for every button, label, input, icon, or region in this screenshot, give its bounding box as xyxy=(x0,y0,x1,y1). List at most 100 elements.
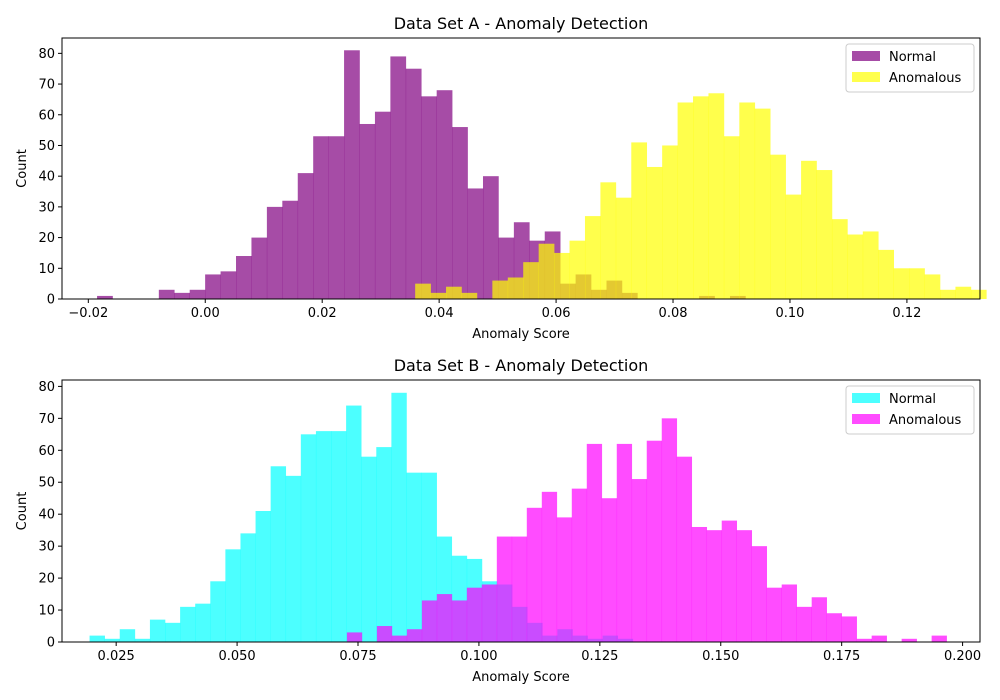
histogram-bar xyxy=(104,638,121,642)
histogram-bar xyxy=(97,295,113,299)
x-tick-label: 0.08 xyxy=(659,306,688,321)
histogram-bar xyxy=(421,600,438,642)
histogram-bar xyxy=(831,219,848,299)
histogram-bar xyxy=(315,431,332,642)
histogram-bar xyxy=(496,536,513,642)
chart-title: Data Set B - Anomaly Detection xyxy=(394,356,649,375)
legend-label: Anomalous xyxy=(889,413,962,428)
histogram-bar xyxy=(781,584,797,642)
y-tick-label: 80 xyxy=(38,47,55,62)
y-tick-label: 10 xyxy=(38,262,55,277)
histogram-bar xyxy=(436,594,453,642)
histogram-bar xyxy=(89,635,105,642)
histogram-bar xyxy=(811,597,827,642)
y-tick-label: 60 xyxy=(38,108,55,123)
series-normal-bars xyxy=(89,392,634,642)
y-tick-label: 80 xyxy=(38,380,55,395)
histogram-bar xyxy=(541,491,558,642)
histogram-bar xyxy=(554,252,570,299)
y-tick-label: 20 xyxy=(38,231,55,246)
histogram-bar xyxy=(600,182,617,299)
histogram-bar xyxy=(328,136,345,299)
legend: Normal Anomalous xyxy=(845,43,975,93)
histogram-bar xyxy=(430,292,447,299)
x-tick-label: 0.025 xyxy=(98,649,135,664)
histogram-bar xyxy=(452,127,468,299)
histogram-bar xyxy=(451,600,468,642)
histogram-bar xyxy=(801,160,817,299)
legend-label: Normal xyxy=(889,392,936,407)
histogram-bar xyxy=(893,268,910,299)
histogram-bar xyxy=(415,283,431,299)
histogram-bar xyxy=(220,271,237,299)
y-tick-label: 30 xyxy=(38,540,55,555)
histogram-bar xyxy=(225,549,241,642)
histogram-bar xyxy=(376,447,392,642)
histogram-bar xyxy=(507,277,524,299)
histogram-bar xyxy=(646,166,663,299)
histogram-bar xyxy=(270,466,287,642)
y-tick-label: 50 xyxy=(38,476,55,491)
x-tick-label: 0.06 xyxy=(542,306,571,321)
histogram-bar xyxy=(796,606,812,642)
histogram-bar xyxy=(421,96,437,299)
y-tick-label: 0 xyxy=(47,636,55,651)
histogram-bar xyxy=(180,606,196,642)
histogram-bar xyxy=(862,231,879,299)
histogram-bar xyxy=(406,472,422,642)
histogram-bar xyxy=(556,517,573,642)
histogram-bar xyxy=(374,111,391,299)
histogram-bar xyxy=(631,142,648,299)
histogram-bar xyxy=(878,249,894,299)
histogram-bar xyxy=(359,123,376,299)
histogram-bar xyxy=(165,622,181,642)
histogram-bar xyxy=(406,629,423,642)
histogram-bar xyxy=(646,440,663,642)
series-anomalous-bars xyxy=(346,418,947,642)
histogram-bar xyxy=(615,197,632,299)
histogram-bar xyxy=(723,136,740,299)
histogram-bar xyxy=(955,286,972,299)
histogram-bar xyxy=(721,520,738,642)
histogram-bar xyxy=(119,629,136,642)
histogram-bar xyxy=(924,274,941,299)
y-tick-label: 60 xyxy=(38,444,55,459)
histogram-bar xyxy=(390,56,407,299)
histogram-bar xyxy=(586,443,603,642)
x-axis-label: Anomaly Score xyxy=(472,670,570,685)
x-tick-label: 0.050 xyxy=(218,649,255,664)
histogram-bar xyxy=(691,526,708,642)
y-axis-label: Count xyxy=(15,149,30,188)
histogram-bar xyxy=(841,616,857,642)
histogram-bar xyxy=(240,533,256,642)
histogram-bar xyxy=(361,456,377,642)
x-tick-label: −0.02 xyxy=(68,306,108,321)
x-tick-label: 0.100 xyxy=(460,649,497,664)
histogram-bar xyxy=(785,194,802,299)
histogram-bar xyxy=(391,635,408,642)
histogram-bar xyxy=(346,405,362,642)
histogram-bar xyxy=(446,286,462,299)
chart-panel-b: 0.025 0.050 0.075 0.100 0.125 0.150 0.175 0.200… xyxy=(15,356,981,685)
y-axis-label: Count xyxy=(15,492,30,531)
histogram-bar xyxy=(871,635,887,642)
y-tick-label: 40 xyxy=(38,170,55,185)
x-tick-label: 0.10 xyxy=(775,306,804,321)
legend-swatch xyxy=(852,72,880,82)
histogram-bar xyxy=(751,546,767,642)
y-tick-label: 10 xyxy=(38,604,55,619)
histogram-bar xyxy=(856,638,872,642)
series-normal-bars xyxy=(97,50,746,300)
y-tick-label: 0 xyxy=(47,293,55,308)
y-tick-label: 70 xyxy=(38,78,55,93)
legend-swatch xyxy=(852,414,880,424)
histogram-bar xyxy=(255,511,271,642)
histogram-bar xyxy=(931,635,947,642)
histogram-bar xyxy=(739,102,756,299)
histogram-bar xyxy=(134,638,151,642)
y-tick-label: 50 xyxy=(38,139,55,154)
histogram-bar xyxy=(661,418,678,642)
histogram-bar xyxy=(205,274,221,299)
x-tick-label: 0.12 xyxy=(892,306,921,321)
